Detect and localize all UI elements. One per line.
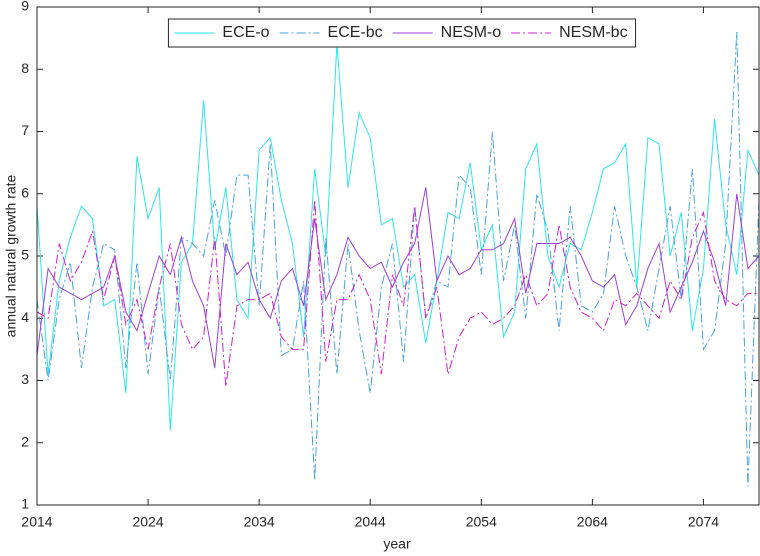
x-tick-label: 2064 <box>577 514 608 530</box>
x-tick-label: 2014 <box>21 514 52 530</box>
series-line <box>36 199 759 387</box>
x-tick-label: 2024 <box>132 514 163 530</box>
x-tick-label: 2044 <box>355 514 386 530</box>
x-tick-label: 2034 <box>244 514 275 530</box>
legend: ECE-o ECE-bc NESM-o NESM-bc <box>167 18 637 48</box>
y-tick-label: 8 <box>21 60 29 76</box>
plot-frame <box>36 6 760 506</box>
legend-label: ECE-o <box>222 24 269 41</box>
series-line <box>36 31 760 487</box>
x-tick-label: 2054 <box>466 514 497 530</box>
x-axis-label: year <box>383 536 411 552</box>
y-tick-label: 7 <box>21 122 29 138</box>
y-tick-label: 6 <box>21 184 29 200</box>
legend-label: ECE-bc <box>328 24 383 41</box>
y-tick-label: 1 <box>21 496 29 512</box>
y-tick-label: 9 <box>21 0 29 14</box>
series-line <box>36 44 760 431</box>
y-tick-label: 2 <box>21 433 29 449</box>
legend-label: NESM-bc <box>559 24 627 41</box>
y-axis-label: annual natural growth rate <box>3 174 19 337</box>
x-tick-label: 2074 <box>688 514 719 530</box>
series-line <box>36 187 760 369</box>
y-tick-label: 4 <box>21 309 29 325</box>
legend-label: NESM-o <box>441 24 502 41</box>
y-tick-label: 5 <box>21 247 29 263</box>
y-tick-label: 3 <box>21 371 29 387</box>
